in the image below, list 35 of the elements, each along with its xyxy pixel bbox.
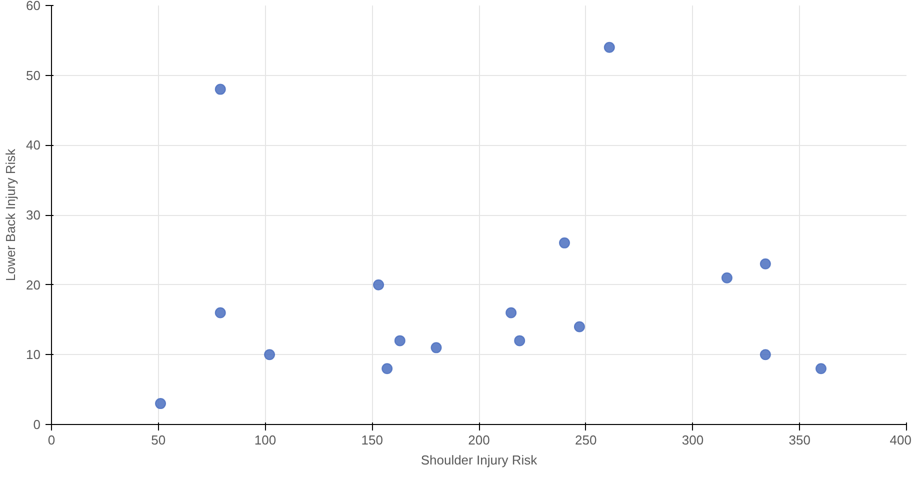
y-axis-title: Lower Back Injury Risk xyxy=(3,148,18,282)
x-tick-label: 400 xyxy=(890,432,912,448)
point xyxy=(721,272,732,284)
x-tick-label: 0 xyxy=(48,432,56,448)
point xyxy=(214,84,226,95)
x-tick-label: 50 xyxy=(151,432,166,448)
y-tick-label: 60 xyxy=(26,0,41,13)
point xyxy=(394,335,406,346)
point xyxy=(760,349,771,360)
point xyxy=(559,237,570,248)
point xyxy=(760,258,771,270)
point xyxy=(506,307,517,318)
x-tick-label: 250 xyxy=(575,432,597,448)
x-tick-label: 300 xyxy=(682,432,704,448)
y-tick-label: 30 xyxy=(26,208,41,222)
point xyxy=(514,335,526,346)
y-tick-label: 40 xyxy=(26,138,41,153)
point xyxy=(155,398,166,410)
point xyxy=(382,363,393,374)
y-tick-label: 0 xyxy=(33,417,41,432)
point xyxy=(264,349,276,360)
point xyxy=(430,342,442,354)
y-tick-label: 50 xyxy=(26,68,41,83)
x-tick-label: 350 xyxy=(788,432,810,448)
x-tick-label: 200 xyxy=(468,432,490,448)
x-tick-label: 150 xyxy=(361,432,383,448)
point xyxy=(214,307,226,318)
y-tick-label: 20 xyxy=(26,277,41,292)
point xyxy=(373,279,384,290)
point xyxy=(574,321,585,332)
y-tick-label: 10 xyxy=(26,347,41,362)
x-tick-label: 100 xyxy=(254,432,276,448)
point xyxy=(816,363,826,374)
point xyxy=(604,42,615,53)
x-axis-title: Shoulder Injury Risk xyxy=(420,452,538,468)
